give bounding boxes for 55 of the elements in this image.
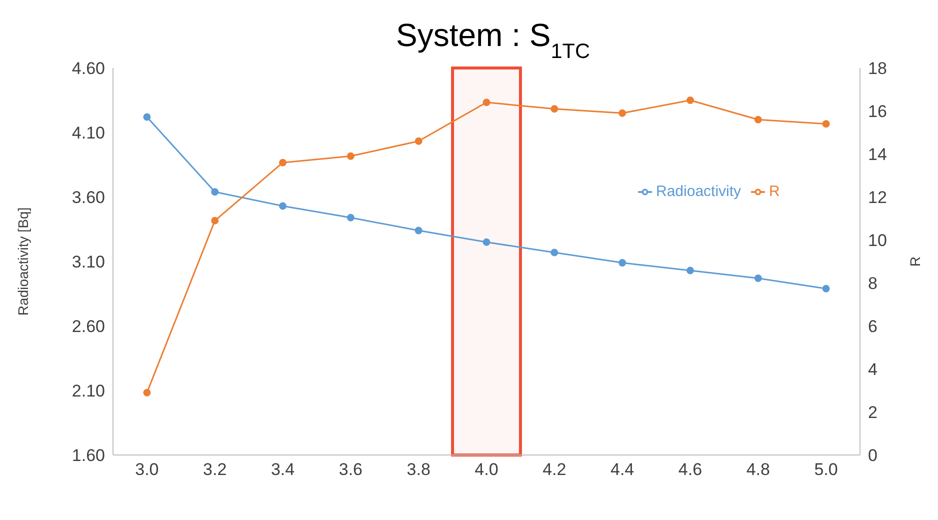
y2-tick-label: 10	[868, 231, 887, 250]
legend-label: R	[769, 183, 780, 200]
y-tick-label: 3.60	[72, 188, 105, 208]
point	[211, 188, 219, 196]
x-tick-label: 5.0	[814, 460, 838, 480]
chart-title: System : S$_{1TC}$	[396, 17, 590, 62]
y2-tick-label: 2	[868, 403, 878, 422]
point	[822, 120, 830, 128]
y2-tick-label: 14	[868, 145, 887, 164]
point	[618, 109, 626, 117]
y-tick-label: 2.60	[72, 317, 105, 336]
x-tick-label: 3.4	[270, 460, 295, 480]
y2-tick-label: 4	[868, 360, 878, 380]
y2-tick-label: 0	[868, 446, 878, 466]
y-tick-label: 1.60	[72, 446, 105, 466]
point	[618, 259, 626, 267]
point	[686, 266, 694, 274]
y-tick-label: 4.60	[72, 59, 105, 78]
point	[550, 248, 558, 256]
y-axis-title: Radioactivity [Bq]	[14, 207, 31, 316]
point	[211, 216, 219, 224]
x-tick-label: 4.2	[542, 460, 566, 480]
y2-tick-label: 8	[868, 274, 878, 294]
point	[686, 96, 694, 104]
point	[414, 137, 422, 145]
x-tick-label: 4.6	[678, 460, 702, 480]
y2-tick-label: 18	[868, 59, 887, 78]
y2-tick-label: 16	[868, 102, 887, 122]
point	[822, 284, 830, 292]
x-tick-label: 3.0	[135, 460, 159, 480]
point	[482, 98, 490, 106]
y-tick-label: 2.10	[72, 382, 105, 401]
x-tick-label: 4.0	[474, 460, 498, 480]
point	[279, 158, 287, 166]
point	[550, 105, 558, 113]
point	[279, 202, 287, 210]
y2-axis-title: R	[906, 256, 923, 267]
y-tick-label: 4.10	[72, 124, 105, 143]
x-tick-label: 3.8	[406, 460, 430, 480]
x-tick-label: 4.4	[610, 460, 634, 480]
point	[346, 214, 354, 222]
point	[754, 116, 762, 124]
x-tick-label: 4.8	[746, 460, 770, 480]
x-tick-label: 3.6	[338, 460, 362, 480]
legend-label: Radioactivity	[656, 183, 742, 200]
point	[143, 113, 151, 121]
x-tick-label: 3.2	[203, 460, 227, 480]
y2-tick-label: 6	[868, 317, 878, 336]
y2-tick-label: 12	[868, 188, 887, 208]
point	[143, 388, 151, 396]
point	[754, 274, 762, 282]
point	[414, 226, 422, 234]
point	[346, 152, 354, 160]
point	[482, 238, 490, 246]
y-tick-label: 3.10	[72, 252, 105, 272]
